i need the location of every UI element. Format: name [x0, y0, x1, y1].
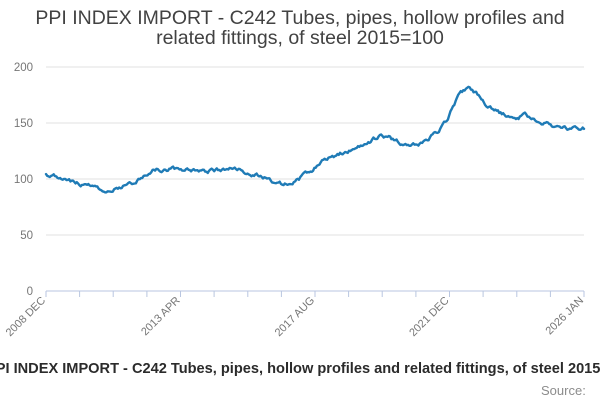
svg-text:2017 AUG: 2017 AUG — [273, 295, 317, 339]
svg-text:200: 200 — [14, 62, 33, 74]
svg-text:2008 DEC: 2008 DEC — [4, 295, 48, 339]
svg-text:0: 0 — [27, 286, 33, 298]
svg-text:50: 50 — [20, 230, 33, 242]
svg-text:2021 DEC: 2021 DEC — [407, 295, 451, 339]
svg-text:100: 100 — [14, 174, 33, 186]
svg-text:150: 150 — [14, 118, 33, 130]
svg-text:2013 APR: 2013 APR — [139, 295, 183, 339]
svg-text:2026 JAN: 2026 JAN — [543, 295, 586, 338]
